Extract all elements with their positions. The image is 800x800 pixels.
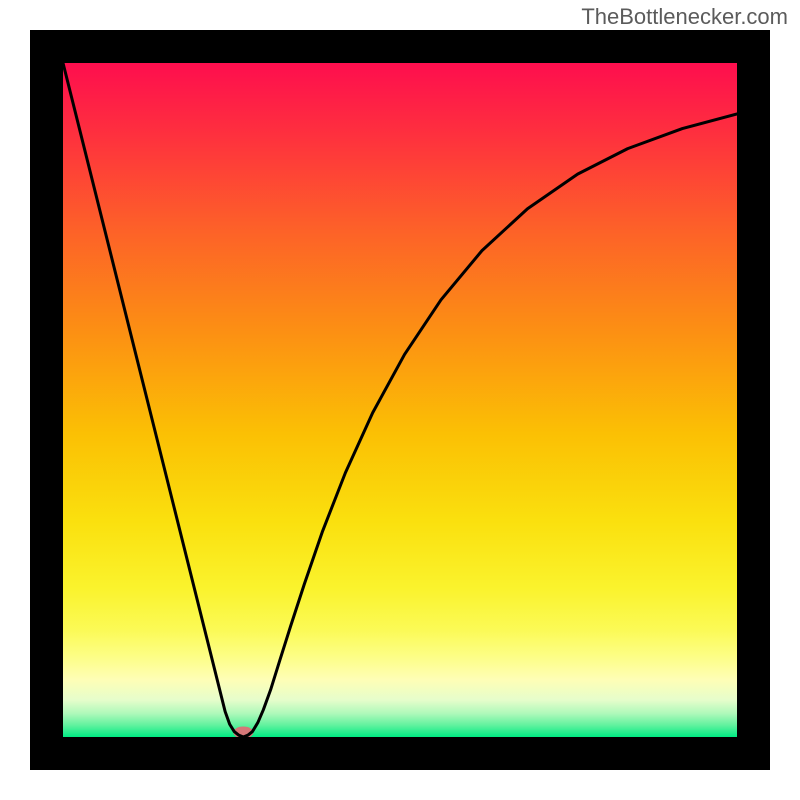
watermark-text: TheBottlenecker.com	[581, 4, 788, 30]
bottleneck-chart	[0, 0, 800, 800]
chart-container: TheBottlenecker.com	[0, 0, 800, 800]
chart-background	[63, 63, 737, 737]
